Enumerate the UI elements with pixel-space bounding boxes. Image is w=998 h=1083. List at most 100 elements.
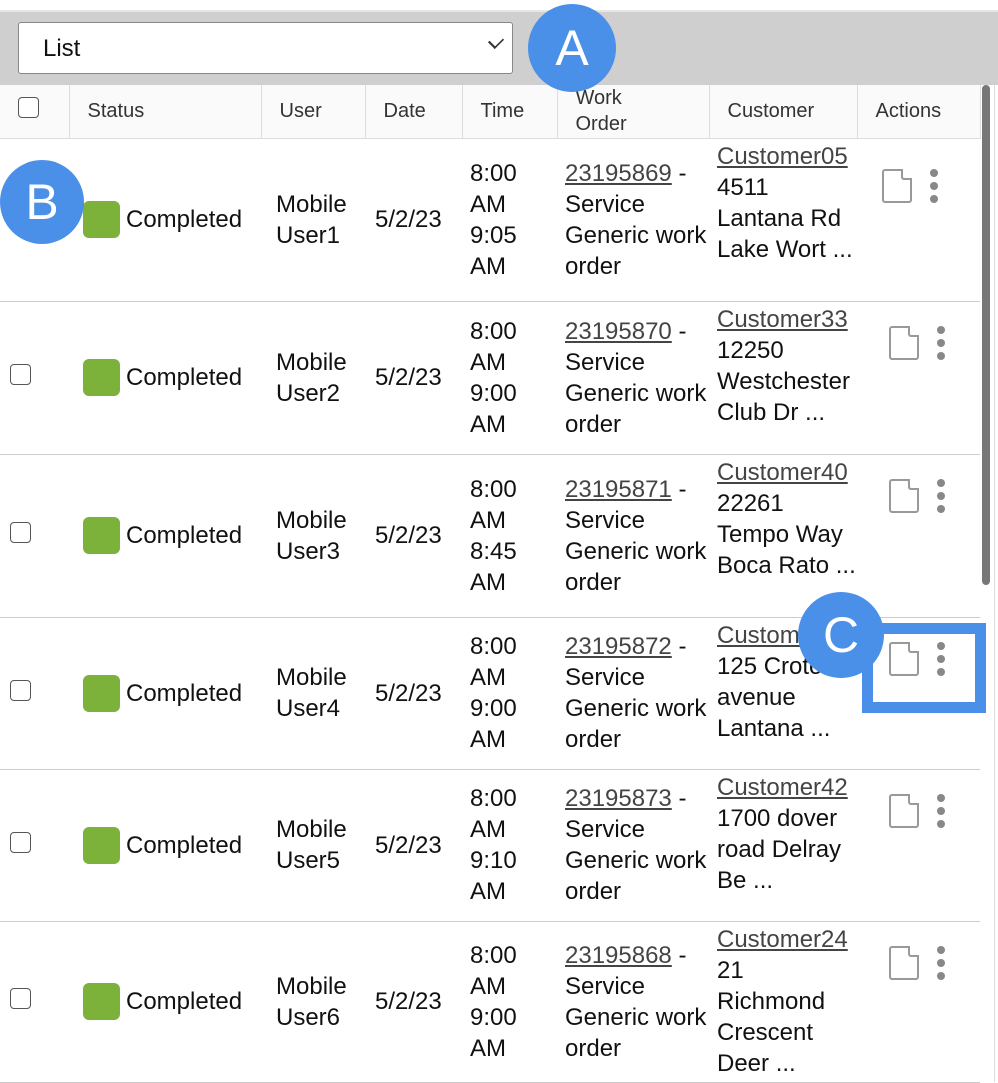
date-cell: 5/2/23 <box>365 301 462 455</box>
more-options-icon[interactable] <box>937 478 945 513</box>
work-order-link[interactable]: 23195872 <box>565 633 672 660</box>
date-cell: 5/2/23 <box>365 617 462 770</box>
customer-cell: Customer24 21 Richmond Crescent Deer ... <box>709 921 857 1083</box>
row-checkbox[interactable] <box>10 988 31 1009</box>
user-cell: Mobile User3 <box>261 454 365 618</box>
start-time: 8:00 AM <box>470 317 517 376</box>
actions-cell <box>857 921 980 1083</box>
more-options-icon[interactable] <box>930 168 938 203</box>
table-header: Status User Date Time Work Order Custome… <box>0 85 981 139</box>
document-icon[interactable] <box>889 325 919 360</box>
work-order-link[interactable]: 23195873 <box>565 785 672 812</box>
customer-address: 4511 Lantana Rd Lake Wort ... <box>717 173 853 263</box>
view-select[interactable]: List <box>18 22 513 74</box>
time-cell: 8:00 AM 9:00 AM <box>462 921 557 1083</box>
work-order-description: Service Generic work order <box>565 348 707 438</box>
work-order-link[interactable]: 23195871 <box>565 475 672 503</box>
user-cell: Mobile User2 <box>261 301 365 455</box>
start-time: 8:00 AM <box>470 785 517 843</box>
table-row[interactable]: Completed Mobile User6 5/2/23 8:00 AM 9:0… <box>0 921 980 1083</box>
work-order-cell: 23195868 - Service Generic work order <box>557 921 709 1083</box>
annotation-a: A <box>528 4 616 92</box>
row-select-cell <box>0 301 69 455</box>
more-options-icon[interactable] <box>937 793 945 828</box>
status-indicator <box>83 359 120 396</box>
document-icon[interactable] <box>889 641 919 676</box>
annotation-b: B <box>0 160 84 244</box>
select-all-checkbox[interactable] <box>18 97 39 119</box>
date-cell: 5/2/23 <box>365 921 462 1083</box>
work-order-link[interactable]: 23195868 <box>565 941 672 969</box>
header-status[interactable]: Status <box>69 85 262 139</box>
status-cell: Completed <box>69 301 261 455</box>
time-cell: 8:00 AM 9:10 AM <box>462 769 557 922</box>
work-order-link[interactable]: 23195870 <box>565 317 672 345</box>
end-time: 9:05 AM <box>470 221 517 280</box>
work-order-description: Service Generic work order <box>565 664 707 753</box>
work-order-cell: 23195873 - Service Generic work order <box>557 769 709 922</box>
actions-cell <box>857 138 980 302</box>
start-time: 8:00 AM <box>470 159 517 218</box>
customer-cell: Customer42 1700 dover road Delray Be ... <box>709 769 857 922</box>
date-cell: 5/2/23 <box>365 769 462 922</box>
user-cell: Mobile User1 <box>261 138 365 302</box>
start-time: 8:00 AM <box>470 941 517 1000</box>
work-order-link[interactable]: 23195869 <box>565 159 672 187</box>
header-customer[interactable]: Customer <box>709 85 858 139</box>
customer-cell: Customer33 12250 Westchester Club Dr ... <box>709 301 857 455</box>
actions-cell <box>857 769 980 922</box>
date-cell: 5/2/23 <box>365 138 462 302</box>
start-time: 8:00 AM <box>470 475 517 534</box>
header-time[interactable]: Time <box>462 85 558 139</box>
select-all-cell <box>0 85 70 139</box>
row-select-cell <box>0 769 69 922</box>
more-options-icon[interactable] <box>937 945 945 980</box>
more-options-icon[interactable] <box>937 641 945 676</box>
document-icon[interactable] <box>889 478 919 513</box>
work-order-cell: 23195870 - Service Generic work order <box>557 301 709 455</box>
status-indicator <box>83 826 120 864</box>
row-checkbox[interactable] <box>10 679 31 701</box>
row-select-cell <box>0 921 69 1083</box>
row-checkbox[interactable] <box>10 831 31 853</box>
row-checkbox[interactable] <box>10 364 31 385</box>
document-icon[interactable] <box>889 793 919 828</box>
user-cell: Mobile User6 <box>261 921 365 1083</box>
end-time: 9:10 AM <box>470 847 517 905</box>
scroll-track <box>994 85 995 1082</box>
customer-link[interactable]: Customer42 <box>717 773 848 801</box>
end-time: 9:00 AM <box>470 695 517 753</box>
customer-link[interactable]: Customer05 <box>717 142 848 170</box>
status-cell: Completed <box>69 921 261 1083</box>
status-cell: Completed <box>69 617 261 770</box>
header-work-order[interactable]: Work Order <box>557 85 710 139</box>
table-row[interactable]: Completed Mobile User5 5/2/23 8:00 AM 9:1… <box>0 769 980 922</box>
customer-cell: Customer05 4511 Lantana Rd Lake Wort ... <box>709 138 857 302</box>
row-checkbox[interactable] <box>10 522 31 543</box>
header-actions: Actions <box>857 85 981 139</box>
customer-link[interactable]: Customer40 <box>717 458 848 486</box>
table-row[interactable]: Completed Mobile User3 5/2/23 8:00 AM 8:4… <box>0 454 980 618</box>
customer-link[interactable]: Customer24 <box>717 925 848 953</box>
more-options-icon[interactable] <box>937 325 945 360</box>
header-user[interactable]: User <box>261 85 366 139</box>
customer-link[interactable]: Custom <box>717 621 800 649</box>
document-icon[interactable] <box>889 945 919 980</box>
status-text: Completed <box>126 831 243 859</box>
table-row[interactable]: Completed Mobile User1 5/2/23 8:00 AM 9:0… <box>0 138 980 302</box>
view-select-value: List <box>43 35 81 62</box>
customer-address: 21 Richmond Crescent Deer ... <box>717 956 826 1077</box>
time-cell: 8:00 AM 9:00 AM <box>462 301 557 455</box>
row-select-cell <box>0 617 69 770</box>
scrollbar-thumb[interactable] <box>982 85 990 585</box>
customer-cell: Customer40 22261 Tempo Way Boca Rato ... <box>709 454 857 618</box>
table-row[interactable]: Completed Mobile User2 5/2/23 8:00 AM 9:0… <box>0 301 980 455</box>
header-date[interactable]: Date <box>365 85 463 139</box>
actions-cell <box>857 454 980 618</box>
customer-link[interactable]: Customer33 <box>717 305 848 333</box>
status-cell: Completed <box>69 138 261 302</box>
status-text: Completed <box>126 679 243 707</box>
document-icon[interactable] <box>882 168 912 203</box>
chevron-down-icon <box>487 32 505 50</box>
work-order-description: Service Generic work order <box>565 972 707 1062</box>
